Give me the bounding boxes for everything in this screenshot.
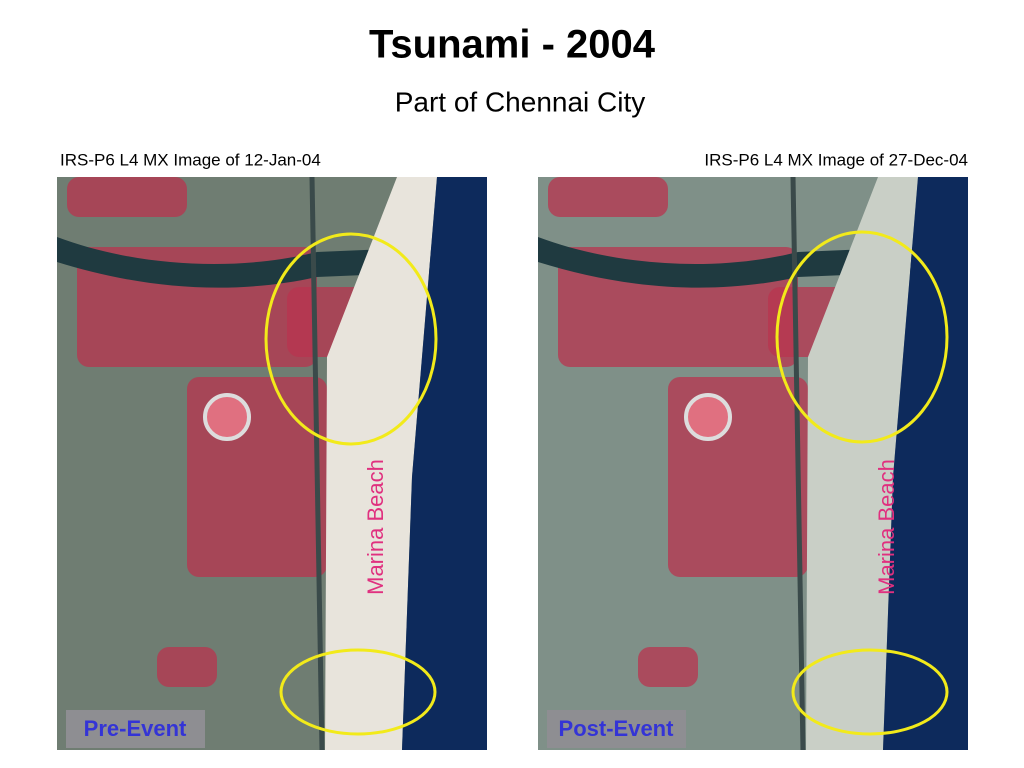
label-box bbox=[547, 710, 686, 748]
beach-annotation: Marina Beach bbox=[363, 459, 388, 595]
label-box bbox=[66, 710, 205, 748]
highlight-ellipse bbox=[775, 230, 949, 444]
sea bbox=[402, 177, 487, 750]
highlight-ellipse bbox=[264, 232, 438, 446]
stadium bbox=[684, 393, 732, 441]
image-content: Post-Event Marina Beach bbox=[538, 177, 968, 750]
event-label: Post-Event bbox=[559, 716, 675, 741]
vegetation bbox=[548, 177, 668, 217]
vegetation bbox=[157, 647, 217, 687]
beach bbox=[325, 177, 437, 750]
image-content: Pre-Event Marina Beach bbox=[57, 177, 487, 750]
highlight-ellipse bbox=[279, 648, 437, 736]
vegetation bbox=[638, 647, 698, 687]
image-caption: IRS-P6 L4 MX Image of 12-Jan-04 bbox=[60, 150, 321, 169]
image-caption: IRS-P6 L4 MX Image of 27-Dec-04 bbox=[704, 150, 968, 169]
beach-annotation: Marina Beach bbox=[874, 459, 899, 595]
stadium bbox=[203, 393, 251, 441]
beach bbox=[806, 177, 918, 750]
event-label: Pre-Event bbox=[84, 716, 187, 741]
vegetation bbox=[67, 177, 187, 217]
subtitle: Part of Chennai City bbox=[395, 86, 646, 117]
title: Tsunami - 2004 bbox=[369, 23, 656, 67]
river bbox=[57, 237, 437, 288]
highlight-ellipse bbox=[791, 648, 949, 736]
satellite-image: Pre-Event Marina Beach bbox=[57, 177, 487, 750]
river bbox=[538, 237, 918, 288]
satellite-image: Post-Event Marina Beach bbox=[538, 177, 968, 750]
